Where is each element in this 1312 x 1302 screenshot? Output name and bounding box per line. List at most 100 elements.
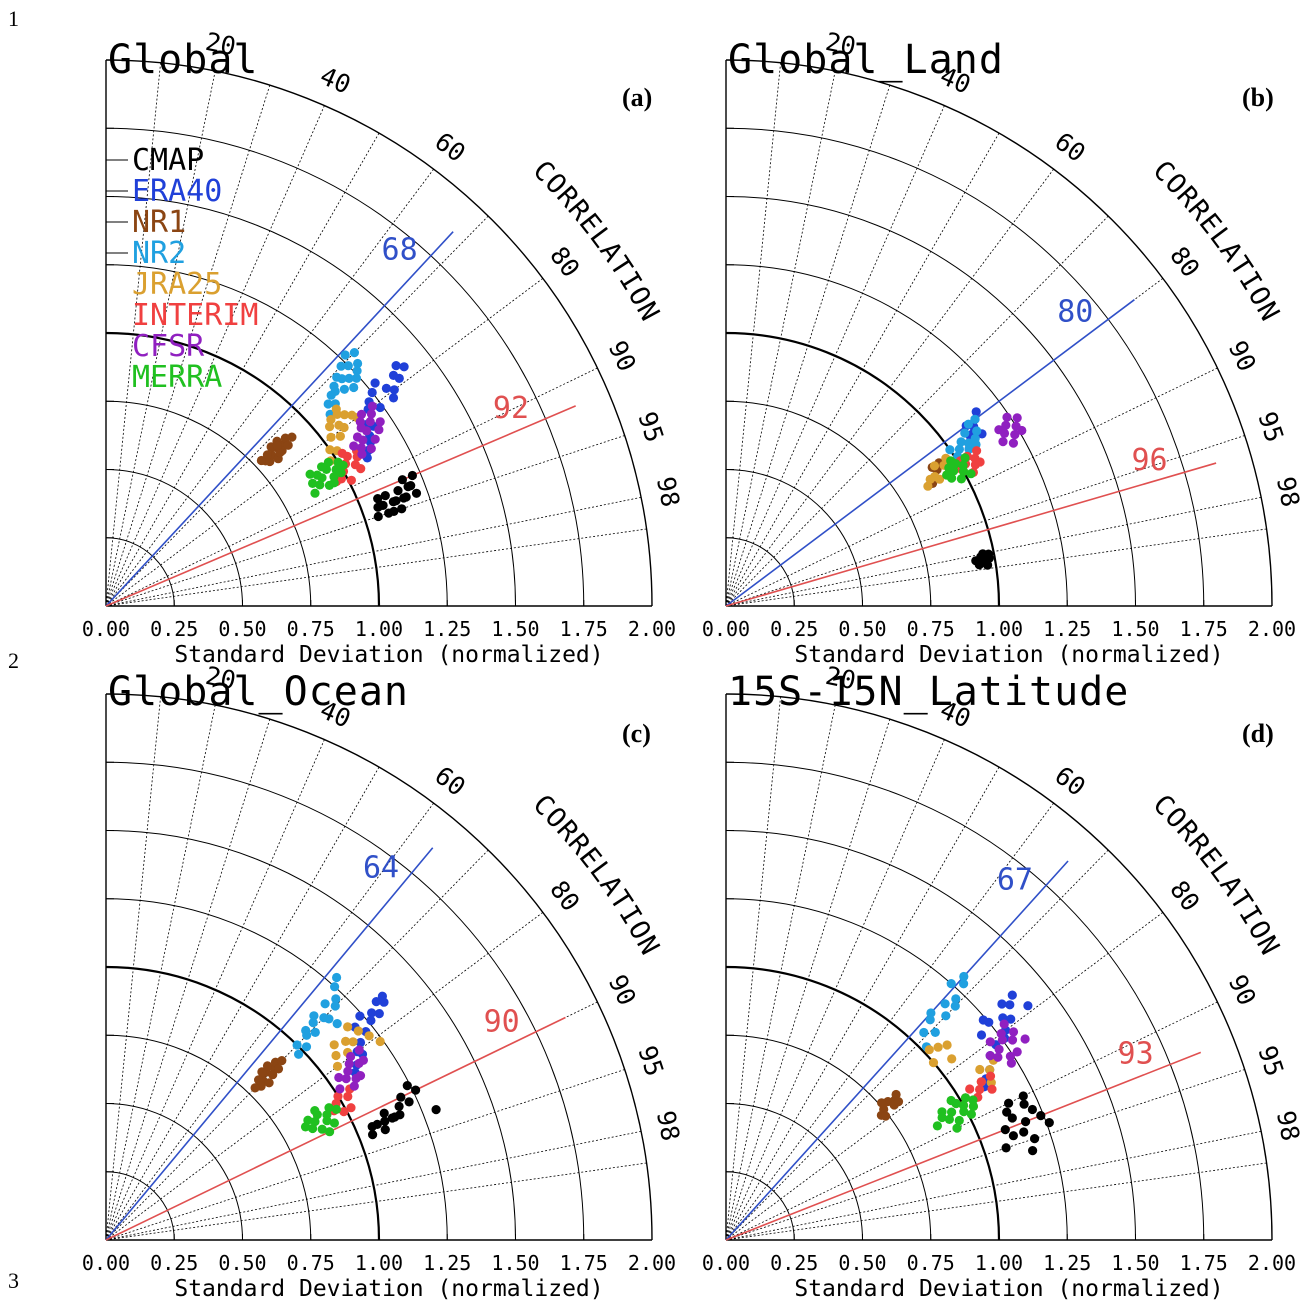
legend-entry: CFSR: [132, 329, 205, 364]
panel-label: (b): [1242, 83, 1274, 112]
x-axis-title: Standard Deviation (normalized): [794, 642, 1223, 668]
x-tick-label: 1.50: [1111, 1251, 1159, 1275]
data-point: [381, 1125, 390, 1134]
x-tick-label: 0.25: [150, 617, 198, 641]
x-tick-label: 0.25: [150, 1251, 198, 1275]
std-dev-arc: [726, 899, 1067, 1240]
data-point: [327, 391, 336, 400]
data-point: [368, 402, 377, 411]
data-point: [941, 999, 950, 1008]
data-point: [1023, 1001, 1032, 1010]
data-point: [376, 417, 385, 426]
x-tick-label: 1.75: [1180, 617, 1228, 641]
data-point: [1004, 1099, 1013, 1108]
correlation-tick-label: 90: [1223, 970, 1262, 1010]
data-point: [331, 1001, 340, 1010]
data-point: [348, 1037, 357, 1046]
data-point: [1007, 1059, 1016, 1068]
x-tick-label: 0.00: [82, 1251, 130, 1275]
data-point: [971, 556, 980, 565]
data-point: [366, 1016, 375, 1025]
x-tick-label: 0.25: [770, 617, 818, 641]
data-point: [977, 1030, 986, 1039]
data-point: [945, 445, 954, 454]
data-point: [392, 361, 401, 370]
x-tick-label: 0.00: [702, 617, 750, 641]
data-point: [365, 1031, 374, 1040]
x-tick-label: 1.75: [560, 1251, 608, 1275]
data-point: [1000, 1020, 1009, 1029]
data-point: [877, 1098, 886, 1107]
data-point: [1019, 1127, 1028, 1136]
data-point: [964, 439, 973, 448]
data-point: [941, 1011, 950, 1020]
data-point: [1028, 1105, 1037, 1114]
data-point: [925, 1045, 934, 1054]
data-point: [1021, 1117, 1030, 1126]
data-point: [263, 1061, 272, 1070]
data-point: [919, 1028, 928, 1037]
data-point: [408, 471, 417, 480]
data-point: [397, 504, 406, 513]
correlation-tick-label: 60: [1049, 127, 1090, 168]
data-point: [330, 1118, 339, 1127]
x-tick-label: 2.00: [1248, 1251, 1296, 1275]
data-point: [404, 482, 413, 491]
data-point: [309, 1011, 318, 1020]
data-point: [957, 474, 966, 483]
data-point: [926, 1015, 935, 1024]
data-point: [881, 1112, 890, 1121]
reference-correlation-line: [106, 1017, 565, 1240]
data-point: [960, 429, 969, 438]
data-point: [338, 449, 347, 458]
data-point: [330, 478, 339, 487]
data-point: [1009, 439, 1018, 448]
data-point: [326, 433, 335, 442]
reference-line-label: 92: [493, 391, 529, 426]
data-point: [986, 1072, 995, 1081]
data-point: [329, 382, 338, 391]
data-point: [395, 374, 404, 383]
data-point: [324, 1014, 333, 1023]
data-point: [947, 1096, 956, 1105]
correlation-tick-label: 80: [1164, 241, 1205, 282]
correlation-label-path: [532, 172, 705, 501]
correlation-tick-label: 98: [1271, 474, 1305, 509]
reference-line-label: 68: [382, 233, 418, 268]
x-tick-label: 0.50: [838, 1251, 886, 1275]
data-point: [373, 494, 382, 503]
x-axis-title: Standard Deviation (normalized): [174, 1276, 603, 1302]
data-point: [368, 1130, 377, 1139]
data-point: [960, 453, 969, 462]
data-point: [359, 1056, 368, 1065]
x-tick-label: 1.75: [1180, 1251, 1228, 1275]
data-point: [354, 1026, 363, 1035]
data-point: [986, 1051, 995, 1060]
data-point: [994, 425, 1003, 434]
std-dev-arc: [726, 694, 1272, 1240]
data-point: [389, 507, 398, 516]
x-tick-label: 2.00: [628, 1251, 676, 1275]
std-dev-arc: [726, 197, 1136, 607]
reference-line-label: 67: [997, 862, 1033, 897]
correlation-tick-label: 40: [316, 61, 355, 100]
correlation-axis-title: CORRELATION: [527, 789, 666, 961]
x-tick-label: 1.50: [491, 617, 539, 641]
data-point: [393, 486, 402, 495]
data-point: [929, 1058, 938, 1067]
x-tick-label: 1.00: [355, 617, 403, 641]
correlation-tick-label: 60: [429, 127, 470, 168]
correlation-tick-label: 98: [1271, 1108, 1305, 1143]
data-point: [1002, 1143, 1011, 1152]
data-point: [317, 462, 326, 471]
reference-line-label: 64: [363, 850, 399, 885]
correlation-tick-label: 95: [632, 1042, 669, 1080]
data-point: [931, 1028, 940, 1037]
data-point: [325, 1127, 334, 1136]
correlation-tick-label: 98: [651, 474, 685, 509]
correlation-tick-label: 80: [544, 241, 585, 282]
data-point: [373, 503, 382, 512]
data-point: [997, 1029, 1006, 1038]
data-point: [357, 450, 366, 459]
